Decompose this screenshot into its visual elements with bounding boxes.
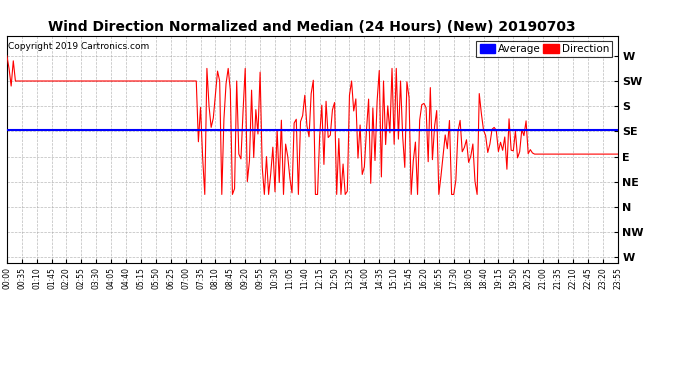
Text: Copyright 2019 Cartronics.com: Copyright 2019 Cartronics.com [8, 42, 149, 51]
Legend: Average, Direction: Average, Direction [476, 41, 612, 57]
Title: Wind Direction Normalized and Median (24 Hours) (New) 20190703: Wind Direction Normalized and Median (24… [48, 21, 576, 34]
